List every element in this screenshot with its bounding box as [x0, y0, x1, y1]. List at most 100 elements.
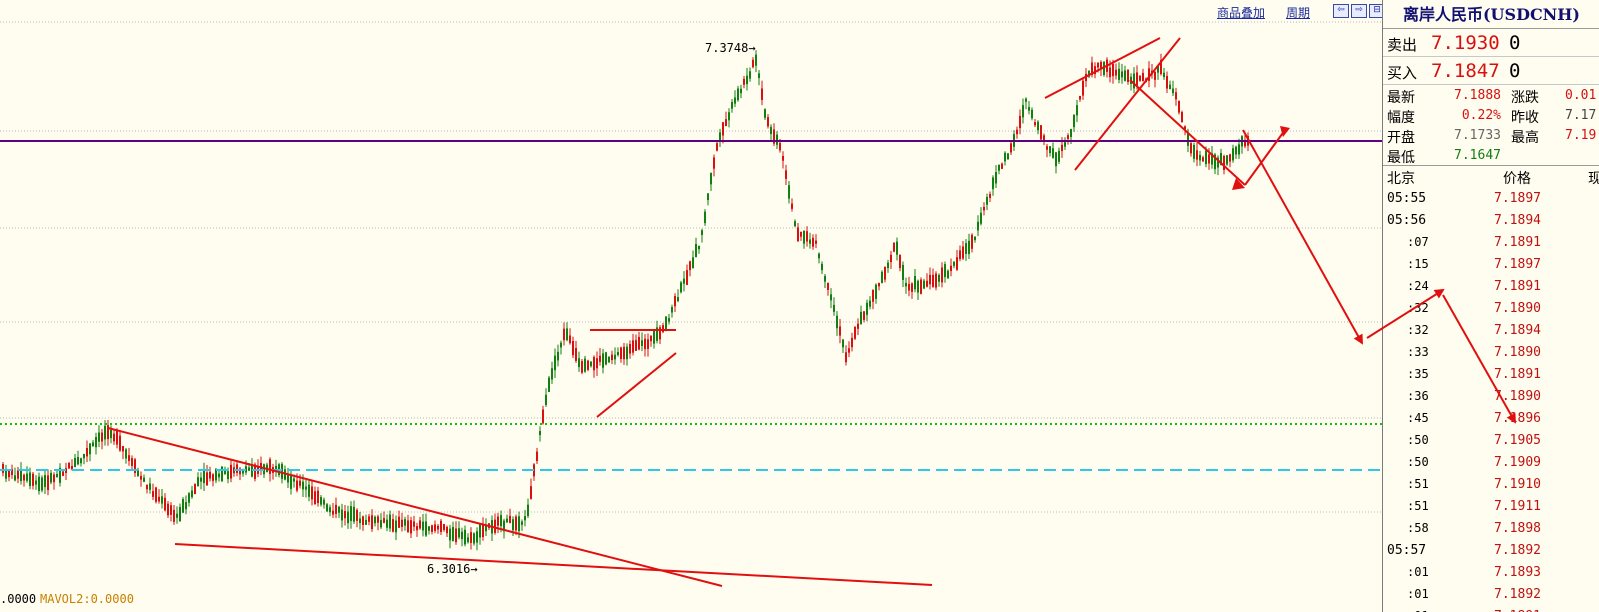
tick-time: :36	[1407, 389, 1429, 403]
ticks-time-header: 北京	[1387, 171, 1415, 187]
candle-body	[704, 211, 706, 224]
candle-body	[203, 469, 205, 484]
candle-body	[134, 459, 136, 474]
candle-body	[431, 525, 433, 532]
candle-body	[1001, 163, 1003, 169]
candle-body	[965, 243, 967, 254]
candle-body	[791, 203, 793, 209]
buy-row[interactable]: 买入 7.1847 0	[1383, 57, 1599, 85]
candle-body	[1025, 98, 1027, 102]
tick-time: :01	[1407, 587, 1429, 601]
candle-body	[899, 254, 901, 269]
candle-body	[1058, 150, 1060, 162]
candle-body	[869, 300, 871, 307]
candle-body	[557, 351, 559, 361]
candle-body	[803, 230, 805, 244]
candle-body	[20, 469, 22, 482]
mavol2-readout: MAVOL2:0.0000	[40, 592, 134, 606]
candle-body	[779, 142, 781, 151]
candle-body	[185, 502, 187, 510]
candle-body	[248, 467, 250, 471]
candle-body	[755, 54, 757, 66]
candle-body	[41, 477, 43, 491]
candle-body	[980, 212, 982, 224]
candle-body	[68, 462, 70, 469]
candle-body	[446, 526, 448, 534]
candle-body	[1100, 61, 1102, 69]
candle-body	[143, 477, 145, 482]
candle-body	[1034, 122, 1036, 126]
candle-body	[98, 432, 100, 442]
candle-body	[851, 337, 853, 348]
candle-body	[971, 234, 973, 249]
candle-body	[677, 297, 679, 302]
horizontal-lines	[0, 140, 1382, 471]
tick-time: :45	[1407, 411, 1429, 425]
candle-body	[419, 520, 421, 529]
candle-body	[884, 266, 886, 280]
overlay-commodity-link[interactable]: 商品叠加	[1217, 6, 1266, 20]
tick-price: 7.1891	[1494, 367, 1541, 382]
tick-row: :15 7.1897	[1383, 254, 1599, 276]
candle-body	[89, 443, 91, 455]
candle-body	[614, 354, 616, 360]
candle-body	[758, 73, 760, 79]
candle-body	[1076, 105, 1078, 116]
candle-body	[1139, 75, 1141, 81]
candle-body	[824, 275, 826, 282]
candle-body	[560, 342, 562, 348]
sell-row[interactable]: 卖出 7.1930 0	[1383, 29, 1599, 57]
candle-body	[464, 529, 466, 545]
candle-body	[179, 507, 181, 522]
candle-body	[113, 433, 115, 442]
candle-body	[92, 442, 94, 447]
candle-body	[392, 519, 394, 532]
candle-body	[17, 470, 19, 479]
candle-body	[938, 274, 940, 282]
tick-price: 7.1897	[1494, 191, 1541, 206]
ticks-list[interactable]: 05:55 7.1897 05:56 7.1894:07 7.1891:15 7.1897…	[1383, 188, 1599, 612]
scroll-right-button[interactable]: ⇨	[1351, 4, 1367, 18]
candle-body	[800, 231, 802, 237]
candle-body	[875, 284, 877, 299]
candle-body	[1223, 155, 1225, 171]
candle-body	[230, 464, 232, 479]
candle-body	[809, 239, 811, 244]
candle-body	[797, 227, 799, 242]
scroll-left-button[interactable]: ⇦	[1333, 4, 1349, 18]
candle-body	[404, 519, 406, 526]
candle-body	[842, 339, 844, 348]
period-link[interactable]: 周期	[1286, 6, 1311, 20]
candle-body	[644, 338, 646, 350]
tick-row: 05:57 7.1892	[1383, 540, 1599, 562]
candle-body	[542, 409, 544, 424]
candle-body	[575, 347, 577, 361]
candle-body	[596, 358, 598, 369]
candle-body	[857, 323, 859, 329]
candle-body	[50, 472, 52, 483]
candle-body	[2, 464, 4, 473]
candle-body	[569, 335, 571, 344]
candle-body	[1103, 61, 1105, 76]
candle-body	[32, 473, 34, 486]
candles	[2, 50, 1249, 551]
tick-time: 05:57	[1387, 543, 1427, 558]
tick-price: 7.1891	[1494, 279, 1541, 294]
candle-body	[974, 236, 976, 241]
candle-body	[239, 468, 241, 475]
kline-chart[interactable]: 商品叠加 周期 ⇦ ⇨ ⊟ 7.3748→ 6.3016→ .0000 MAVO…	[0, 0, 1385, 612]
candle-body	[749, 71, 751, 79]
candle-body	[245, 466, 247, 473]
candle-body	[287, 473, 289, 483]
candle-body	[389, 514, 391, 529]
candle-body	[338, 506, 340, 513]
sell-volume: 0	[1509, 32, 1521, 54]
candle-body	[281, 463, 283, 479]
tick-time: :50	[1407, 433, 1429, 447]
tick-time: 05:55	[1387, 191, 1427, 206]
tick-row: 05:55 7.1897	[1383, 188, 1599, 210]
candlestick-plot[interactable]	[0, 0, 1382, 612]
high-value: 7.19	[1565, 128, 1597, 143]
high-label: 最高	[1511, 130, 1539, 146]
panel-title: 离岸人民币(USDCNH)	[1383, 0, 1599, 29]
